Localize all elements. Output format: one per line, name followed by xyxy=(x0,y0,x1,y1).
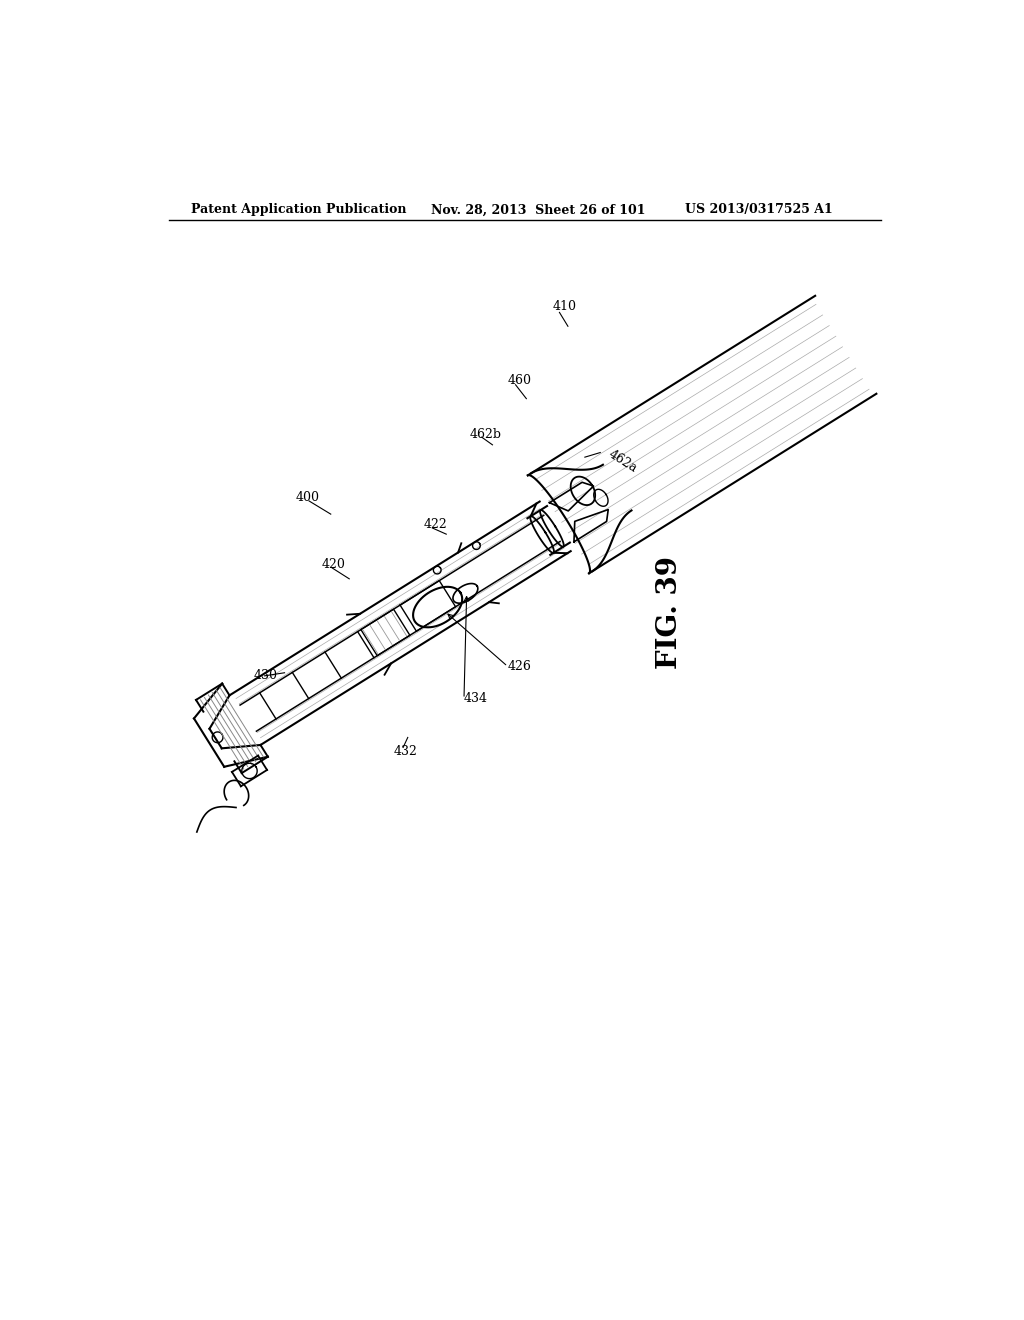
Text: 420: 420 xyxy=(322,557,345,570)
Text: 410: 410 xyxy=(553,300,577,313)
Text: 434: 434 xyxy=(464,693,488,705)
Text: 422: 422 xyxy=(423,519,446,532)
Text: 460: 460 xyxy=(508,374,531,387)
Text: 462b: 462b xyxy=(469,428,502,441)
Text: US 2013/0317525 A1: US 2013/0317525 A1 xyxy=(685,203,833,216)
Text: 400: 400 xyxy=(296,491,321,504)
Text: 430: 430 xyxy=(254,669,278,682)
Text: 462a: 462a xyxy=(606,447,640,475)
Text: 426: 426 xyxy=(508,660,531,673)
Text: FIG. 39: FIG. 39 xyxy=(656,556,683,669)
Text: Patent Application Publication: Patent Application Publication xyxy=(190,203,407,216)
Text: 432: 432 xyxy=(394,744,418,758)
Text: Nov. 28, 2013  Sheet 26 of 101: Nov. 28, 2013 Sheet 26 of 101 xyxy=(431,203,645,216)
